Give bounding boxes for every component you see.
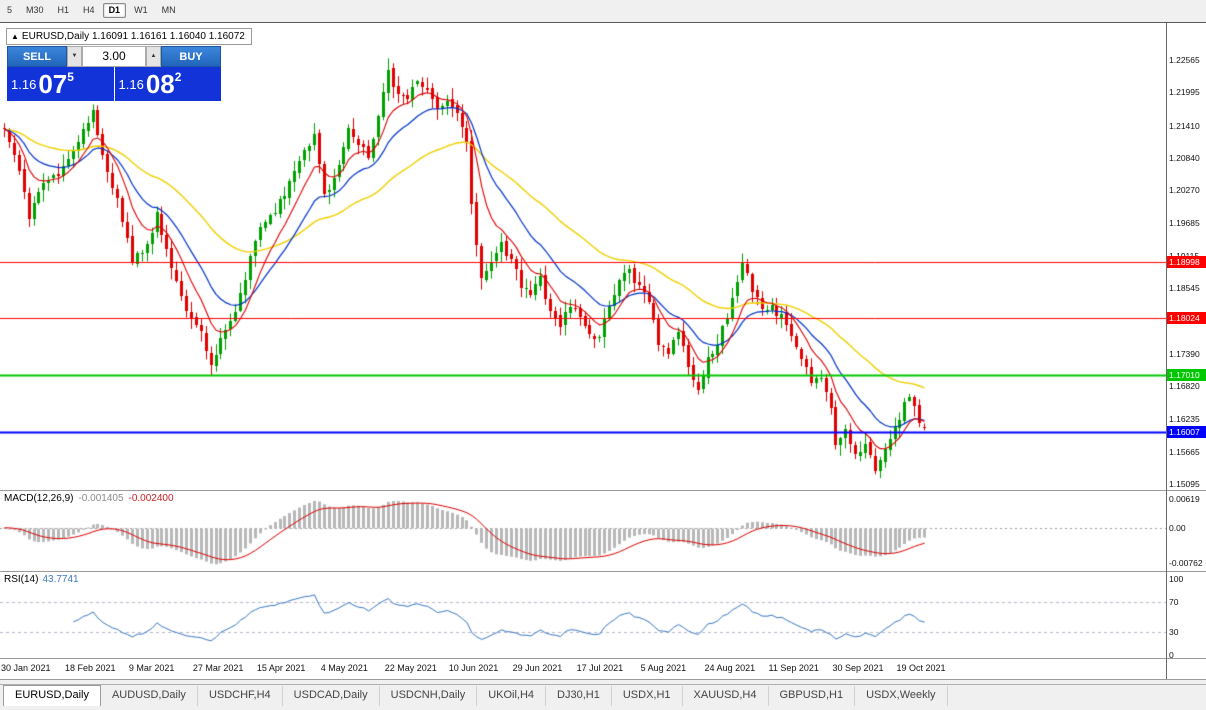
timeframe-button-h1[interactable]: H1 (57, 5, 70, 15)
macd-label: MACD(12,26,9) (4, 493, 74, 504)
macd-main-value: -0.001405 (78, 493, 124, 504)
symbol-tab-usdx-h1[interactable]: USDX,H1 (612, 686, 683, 706)
price-axis-label: 1.18545 (1169, 283, 1200, 294)
price-axis-label: 1.19685 (1169, 218, 1200, 229)
rsi-axis-label: 100 (1169, 574, 1184, 584)
symbol-tab-usdchf-h4[interactable]: USDCHF,H4 (198, 686, 283, 706)
timeframe-button-d1[interactable]: D1 (102, 3, 127, 18)
sell-button[interactable]: SELL (7, 46, 67, 67)
date-axis-label: 18 Feb 2021 (64, 663, 116, 673)
macd-canvas[interactable] (0, 491, 1166, 571)
symbol-tab-audusd-daily[interactable]: AUDUSD,Daily (101, 686, 198, 706)
macd-indicator-title: MACD(12,26,9) -0.001405 -0.002400 (4, 493, 174, 504)
price-axis-label: 1.20270 (1169, 185, 1200, 196)
date-axis-label: 22 May 2021 (384, 663, 437, 673)
rsi-value: 43.7741 (42, 574, 79, 585)
date-axis-label: 15 Apr 2021 (256, 663, 306, 673)
price-axis-label: 1.17390 (1169, 348, 1200, 359)
panel-separator[interactable] (0, 490, 1206, 491)
timeframe-toolbar: 5 M30 H1 H4 D1 W1 MN (0, 0, 1206, 22)
date-axis-label: 30 Jan 2021 (1, 663, 51, 673)
volume-decrease-button[interactable]: ▼ (67, 46, 82, 67)
symbol-tab-eurusd-daily[interactable]: EURUSD,Daily (3, 685, 101, 706)
timeframe-button-mn[interactable]: MN (161, 5, 176, 15)
buy-price-pip: 2 (174, 70, 182, 84)
rsi-indicator-title: RSI(14) 43.7741 (4, 574, 79, 585)
macd-scale[interactable]: 0.00619 0.00 -0.00762 (1167, 491, 1206, 571)
price-axis-label: 1.16235 (1169, 414, 1200, 425)
date-axis-label: 4 May 2021 (320, 663, 368, 673)
date-axis-label: 19 Oct 2021 (896, 663, 946, 673)
chart-ohlc-values: 1.16091 1.16161 1.16040 1.16072 (91, 31, 245, 42)
buy-price-base: 1.16 (118, 76, 144, 92)
panel-separator[interactable] (0, 658, 1206, 659)
price-level-tag: 1.18998 (1167, 256, 1206, 269)
symbol-tab-usdcnh-daily[interactable]: USDCNH,Daily (380, 686, 478, 706)
collapse-trade-panel-icon[interactable]: ▲ (11, 32, 19, 41)
date-axis-label: 24 Aug 2021 (704, 663, 756, 673)
price-axis-label: 1.21995 (1169, 87, 1200, 98)
date-axis-label: 9 Mar 2021 (128, 663, 175, 673)
sell-price-display[interactable]: 1.16 07 5 (7, 67, 114, 101)
macd-signal-value: -0.002400 (128, 493, 174, 504)
timeframe-button-h4[interactable]: H4 (83, 5, 95, 15)
symbol-tab-dj30-h1[interactable]: DJ30,H1 (546, 686, 612, 706)
symbol-tab-ukoil-h4[interactable]: UKOil,H4 (477, 686, 547, 706)
price-scale-border (1166, 23, 1167, 679)
symbol-tab-usdcad-daily[interactable]: USDCAD,Daily (283, 686, 380, 706)
price-axis-label: 1.16820 (1169, 381, 1200, 392)
price-axis-label: 1.20840 (1169, 152, 1200, 163)
chart-area: ▲ EURUSD,Daily 1.16091 1.16161 1.16040 1.… (0, 22, 1206, 680)
price-scale[interactable]: 1.22565 1.21995 1.21410 1.20840 1.20270 1.196… (1167, 23, 1206, 490)
price-axis-label: 1.15665 (1169, 446, 1200, 457)
macd-axis-label: 0.00 (1169, 522, 1186, 533)
panel-separator[interactable] (0, 571, 1206, 572)
date-axis-label: 27 Mar 2021 (192, 663, 244, 673)
date-axis-label: 5 Aug 2021 (640, 663, 687, 673)
buy-button[interactable]: BUY (161, 46, 221, 67)
symbol-tab-usdx-weekly[interactable]: USDX,Weekly (855, 686, 948, 706)
chart-info-box: ▲ EURUSD,Daily 1.16091 1.16161 1.16040 1.… (6, 28, 252, 45)
price-axis-label: 1.19115 (1169, 251, 1199, 261)
time-scale[interactable]: 30 Jan 2021 18 Feb 2021 9 Mar 2021 27 Mar 2… (0, 659, 1166, 679)
price-axis-label: 1.22565 (1169, 55, 1200, 65)
one-click-trading-panel: SELL ▼ 3.00 ▲ BUY 1.16 07 5 1.16 08 2 (7, 46, 221, 101)
timeframe-button-5[interactable]: 5 (7, 5, 13, 15)
price-level-tag: 1.17010 (1167, 369, 1206, 382)
chart-symbol-title: EURUSD,Daily (21, 31, 90, 42)
rsi-canvas[interactable] (0, 572, 1166, 658)
rsi-axis-label: 70 (1169, 596, 1179, 607)
date-axis-label: 17 Jul 2021 (576, 663, 624, 673)
rsi-scale[interactable]: 100 70 30 0 (1167, 572, 1206, 660)
rsi-axis-label: 30 (1169, 627, 1179, 638)
rsi-label: RSI(14) (4, 574, 39, 585)
symbol-tab-gbpusd-h1[interactable]: GBPUSD,H1 (769, 686, 856, 706)
price-axis-label: 1.15095 (1169, 479, 1200, 489)
sell-price-base: 1.16 (11, 76, 37, 92)
sell-price-main: 07 (38, 69, 68, 99)
buy-price-display[interactable]: 1.16 08 2 (114, 67, 221, 101)
date-axis-label: 11 Sep 2021 (768, 663, 819, 673)
symbol-tab-xauusd-h4[interactable]: XAUUSD,H4 (683, 686, 769, 706)
rsi-axis-label: 0 (1169, 650, 1174, 660)
date-axis-label: 30 Sep 2021 (832, 663, 884, 673)
date-axis-label: 29 Jun 2021 (512, 663, 563, 673)
date-axis-label: 10 Jun 2021 (448, 663, 499, 673)
macd-axis-label: 0.00619 (1169, 493, 1200, 504)
price-axis-label: 1.21410 (1169, 120, 1200, 131)
timeframe-button-w1[interactable]: W1 (134, 5, 148, 15)
volume-increase-button[interactable]: ▲ (146, 46, 161, 67)
price-level-tag: 1.18024 (1167, 311, 1206, 324)
macd-axis-label: -0.00762 (1169, 558, 1203, 569)
buy-price-main: 08 (145, 69, 175, 99)
sell-price-pip: 5 (67, 70, 74, 84)
chart-tabs-bar: EURUSD,Daily AUDUSD,Daily USDCHF,H4 USDCAD,… (0, 684, 1206, 706)
volume-input[interactable]: 3.00 (82, 46, 146, 67)
timeframe-button-m30[interactable]: M30 (26, 5, 44, 15)
price-level-tag: 1.16007 (1167, 426, 1206, 439)
